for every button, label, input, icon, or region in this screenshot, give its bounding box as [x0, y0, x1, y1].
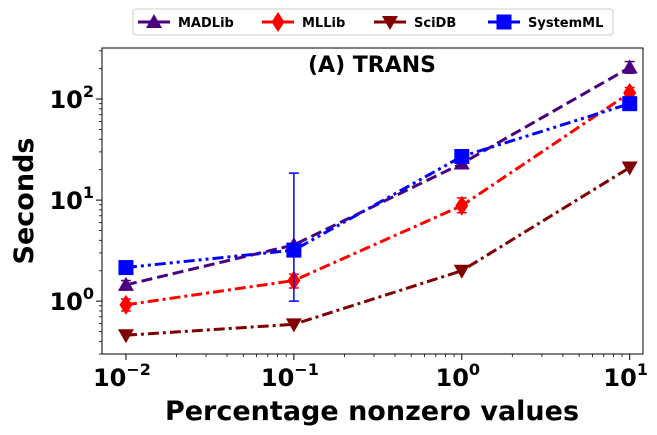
y-tick-label: 100: [49, 284, 94, 316]
series-line-scidb: [125, 166, 631, 337]
series-madlib: [117, 59, 638, 291]
x-tick-label: 101: [603, 360, 648, 392]
y-axis-label: Seconds: [9, 138, 40, 265]
series-layer: [117, 59, 638, 344]
data-point-scidb: [621, 161, 638, 176]
legend-box: [132, 8, 614, 36]
data-point-systemml: [622, 96, 638, 112]
x-tick-label: 10−2: [93, 360, 151, 392]
legend-label: MLLib: [302, 16, 345, 31]
legend: MADLib MLLib SciDB SystemML: [132, 8, 614, 36]
axis-ticks: 10−2 10−1 100 101 100 101 102: [49, 50, 648, 392]
plot-area: [101, 47, 644, 355]
series-line-madlib: [125, 66, 631, 287]
series-line-mllib: [125, 91, 631, 307]
legend-label: SciDB: [414, 16, 456, 31]
x-axis-label: Percentage nonzero values: [165, 396, 579, 427]
legend-item-systemml: SystemML: [488, 14, 603, 31]
series-scidb: [117, 161, 638, 344]
y-tick-label: 101: [49, 183, 94, 215]
chart-title: (A) TRANS: [308, 53, 436, 78]
y-tick-label: 102: [49, 82, 94, 114]
x-tick-label: 10−1: [261, 360, 319, 392]
data-point-systemml: [118, 260, 134, 276]
data-point-mllib: [119, 294, 133, 315]
legend-item-mllib: MLLib: [262, 12, 345, 32]
legend-label: SystemML: [528, 16, 603, 31]
legend-marker-scidb: [382, 16, 398, 30]
data-point-scidb: [453, 264, 470, 279]
legend-item-madlib: MADLib: [138, 14, 234, 31]
legend-marker-mllib: [271, 12, 285, 32]
series-line-systemml: [125, 102, 631, 270]
data-point-systemml: [454, 149, 470, 165]
x-tick-label: 100: [436, 360, 481, 392]
legend-item-scidb: SciDB: [374, 16, 456, 31]
series-mllib: [119, 82, 637, 315]
legend-marker-madlib: [146, 14, 162, 28]
data-point-systemml: [286, 242, 302, 258]
legend-label: MADLib: [178, 16, 234, 31]
data-point-scidb: [285, 318, 302, 333]
series-systemml: [118, 96, 638, 302]
data-point-madlib: [621, 59, 638, 74]
data-point-scidb: [117, 329, 134, 344]
legend-marker-systemml: [496, 14, 512, 30]
data-point-mllib: [455, 195, 469, 216]
data-point-madlib: [117, 276, 134, 291]
